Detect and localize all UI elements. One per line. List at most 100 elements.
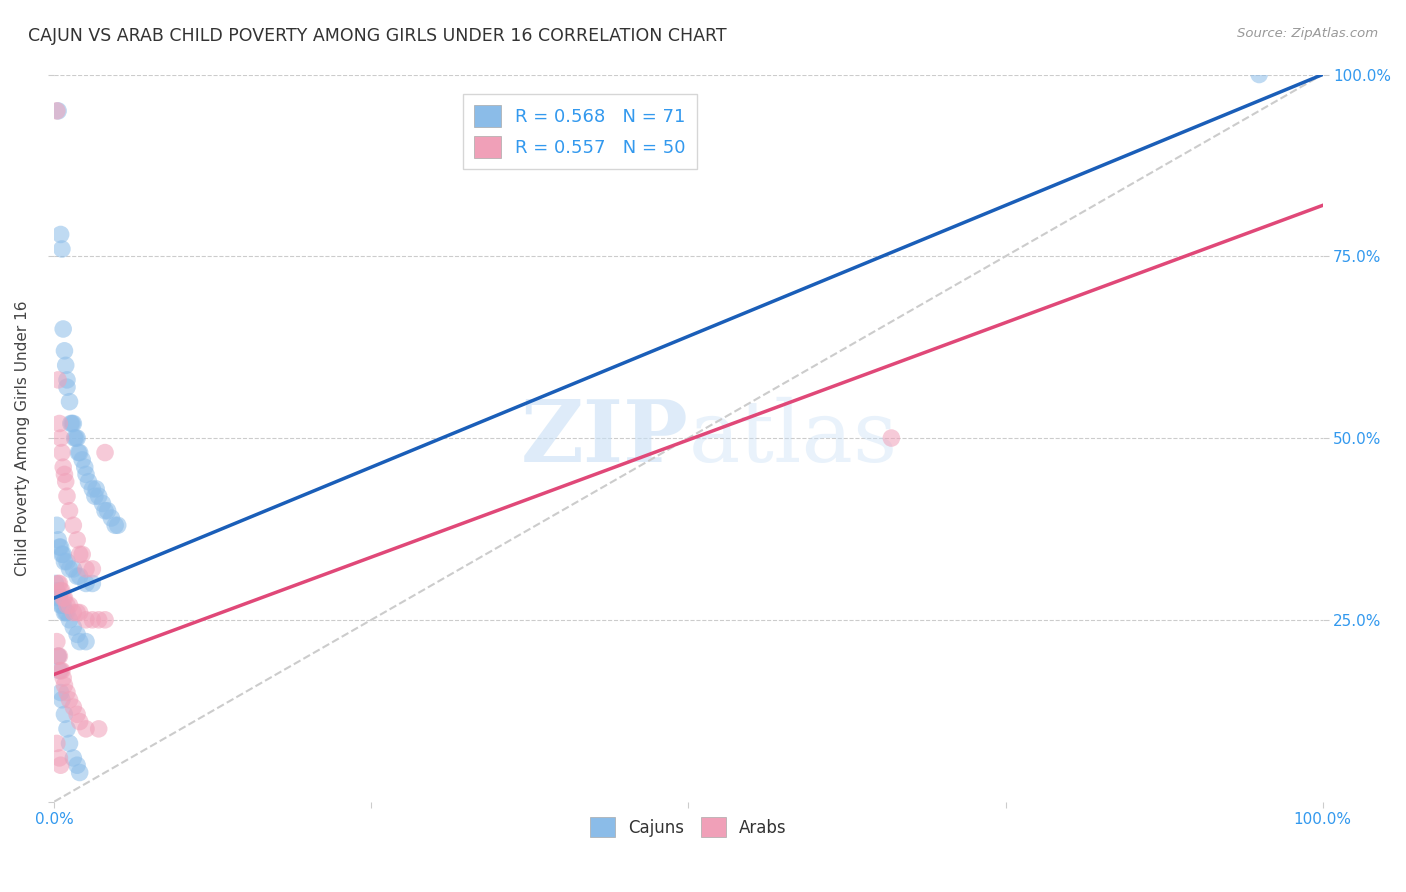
- Point: [49, 664, 72, 678]
- Point: [70, 453, 93, 467]
- Text: CAJUN VS ARAB CHILD POVERTY AMONG GIRLS UNDER 16 CORRELATION CHART: CAJUN VS ARAB CHILD POVERTY AMONG GIRLS …: [28, 27, 727, 45]
- Point: [45, 583, 67, 598]
- Point: [69, 634, 91, 648]
- Text: Source: ZipAtlas.com: Source: ZipAtlas.com: [1237, 27, 1378, 40]
- Point: [52, 322, 75, 336]
- Point: [48, 591, 70, 605]
- Text: atlas: atlas: [689, 396, 897, 480]
- Point: [48, 417, 70, 431]
- Point: [66, 533, 89, 547]
- Point: [69, 547, 91, 561]
- Point: [48, 649, 70, 664]
- Point: [59, 417, 82, 431]
- Point: [56, 555, 79, 569]
- Point: [52, 671, 75, 685]
- Point: [62, 518, 84, 533]
- Point: [53, 555, 76, 569]
- Point: [49, 583, 72, 598]
- Point: [94, 613, 117, 627]
- Point: [84, 482, 107, 496]
- Point: [56, 606, 79, 620]
- Point: [94, 504, 117, 518]
- Point: [52, 591, 75, 605]
- Point: [49, 540, 72, 554]
- Point: [51, 583, 73, 598]
- Point: [75, 562, 97, 576]
- Point: [1249, 68, 1271, 82]
- Point: [53, 606, 76, 620]
- Point: [45, 736, 67, 750]
- Point: [75, 613, 97, 627]
- Point: [55, 359, 77, 373]
- Point: [46, 576, 69, 591]
- Point: [82, 562, 104, 576]
- Point: [94, 445, 117, 459]
- Point: [87, 489, 110, 503]
- Point: [45, 634, 67, 648]
- Point: [83, 489, 105, 503]
- Point: [75, 634, 97, 648]
- Point: [53, 707, 76, 722]
- Point: [53, 591, 76, 605]
- Point: [56, 380, 79, 394]
- Point: [67, 445, 90, 459]
- Text: ZIP: ZIP: [520, 396, 689, 480]
- Point: [51, 599, 73, 613]
- Point: [56, 685, 79, 699]
- Point: [48, 540, 70, 554]
- Point: [66, 431, 89, 445]
- Legend: Cajuns, Arabs: Cajuns, Arabs: [583, 811, 793, 844]
- Point: [62, 751, 84, 765]
- Point: [107, 518, 129, 533]
- Point: [66, 707, 89, 722]
- Point: [49, 685, 72, 699]
- Point: [880, 431, 903, 445]
- Point: [45, 518, 67, 533]
- Point: [62, 562, 84, 576]
- Point: [45, 576, 67, 591]
- Point: [58, 562, 80, 576]
- Point: [49, 431, 72, 445]
- Point: [56, 599, 79, 613]
- Point: [66, 569, 89, 583]
- Point: [51, 693, 73, 707]
- Point: [51, 664, 73, 678]
- Point: [56, 722, 79, 736]
- Point: [53, 678, 76, 692]
- Point: [48, 576, 70, 591]
- Point: [51, 547, 73, 561]
- Point: [46, 649, 69, 664]
- Point: [62, 417, 84, 431]
- Point: [104, 518, 127, 533]
- Point: [46, 591, 69, 605]
- Point: [52, 547, 75, 561]
- Point: [48, 751, 70, 765]
- Point: [62, 700, 84, 714]
- Point: [62, 620, 84, 634]
- Point: [82, 613, 104, 627]
- Point: [77, 475, 100, 489]
- Point: [49, 758, 72, 772]
- Point: [46, 533, 69, 547]
- Point: [75, 467, 97, 482]
- Point: [56, 373, 79, 387]
- Point: [58, 693, 80, 707]
- Point: [49, 227, 72, 242]
- Point: [52, 599, 75, 613]
- Point: [58, 394, 80, 409]
- Point: [51, 242, 73, 256]
- Point: [91, 496, 114, 510]
- Point: [55, 606, 77, 620]
- Point: [53, 467, 76, 482]
- Point: [87, 722, 110, 736]
- Point: [52, 460, 75, 475]
- Point: [69, 765, 91, 780]
- Point: [56, 489, 79, 503]
- Point: [70, 547, 93, 561]
- Point: [46, 103, 69, 118]
- Point: [49, 599, 72, 613]
- Point: [58, 504, 80, 518]
- Point: [46, 649, 69, 664]
- Point: [87, 613, 110, 627]
- Point: [60, 417, 83, 431]
